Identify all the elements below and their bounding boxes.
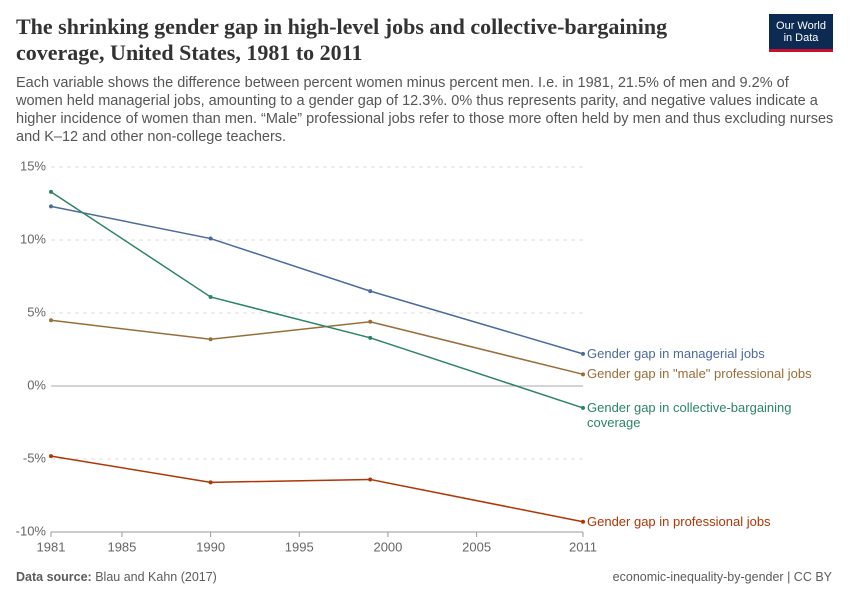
x-tick-label: 2000 — [373, 539, 402, 554]
point — [49, 204, 53, 209]
series-line — [50, 205, 584, 355]
point — [368, 289, 373, 294]
point — [49, 454, 53, 459]
source-label: Data source: — [16, 570, 92, 584]
x-tick-label: 1985 — [107, 539, 136, 554]
point — [581, 351, 585, 356]
series-label[interactable]: Gender gap in "male" professional jobs — [587, 366, 812, 382]
point — [581, 519, 585, 524]
y-tick-label: 0% — [27, 377, 46, 392]
series-line — [50, 455, 584, 523]
source: Data source: Blau and Kahn (2017) — [16, 570, 217, 584]
series-label[interactable]: Gender gap in managerial jobs — [587, 345, 765, 361]
point — [49, 318, 53, 323]
y-tick-label: 5% — [27, 304, 46, 319]
point — [208, 294, 213, 299]
point — [368, 335, 373, 340]
point — [208, 236, 213, 241]
point — [208, 337, 213, 342]
series-line — [50, 191, 584, 409]
point — [581, 405, 585, 410]
series-label[interactable]: Gender gap in collective-bargaining cove… — [587, 399, 792, 430]
y-tick-label: 15% — [20, 158, 46, 173]
y-tick-label: 10% — [20, 231, 46, 246]
series-label[interactable]: Gender gap in professional jobs — [587, 513, 771, 529]
source-text[interactable]: Blau and Kahn (2017) — [95, 570, 217, 584]
point — [581, 372, 585, 377]
x-tick-label: 1981 — [37, 539, 66, 554]
x-tick-label: 1995 — [285, 539, 314, 554]
logo[interactable]: Our World in Data — [769, 14, 833, 52]
chart-title: The shrinking gender gap in high-level j… — [16, 14, 668, 65]
point — [208, 480, 213, 485]
y-tick-label: -5% — [23, 450, 47, 465]
series-line — [50, 319, 584, 376]
point — [368, 477, 373, 482]
x-tick-label: 2011 — [569, 539, 597, 554]
footer-right[interactable]: economic-inequality-by-gender | CC BY — [612, 570, 832, 584]
logo-line: Our World — [776, 20, 826, 32]
logo-line: in Data — [783, 32, 819, 44]
x-tick-label: 1990 — [196, 539, 225, 554]
point — [368, 319, 373, 324]
x-tick-label: 2005 — [462, 539, 491, 554]
y-tick-label: -10% — [16, 523, 47, 538]
point — [49, 189, 53, 194]
chart-subtitle: Each variable shows the difference betwe… — [16, 75, 834, 145]
